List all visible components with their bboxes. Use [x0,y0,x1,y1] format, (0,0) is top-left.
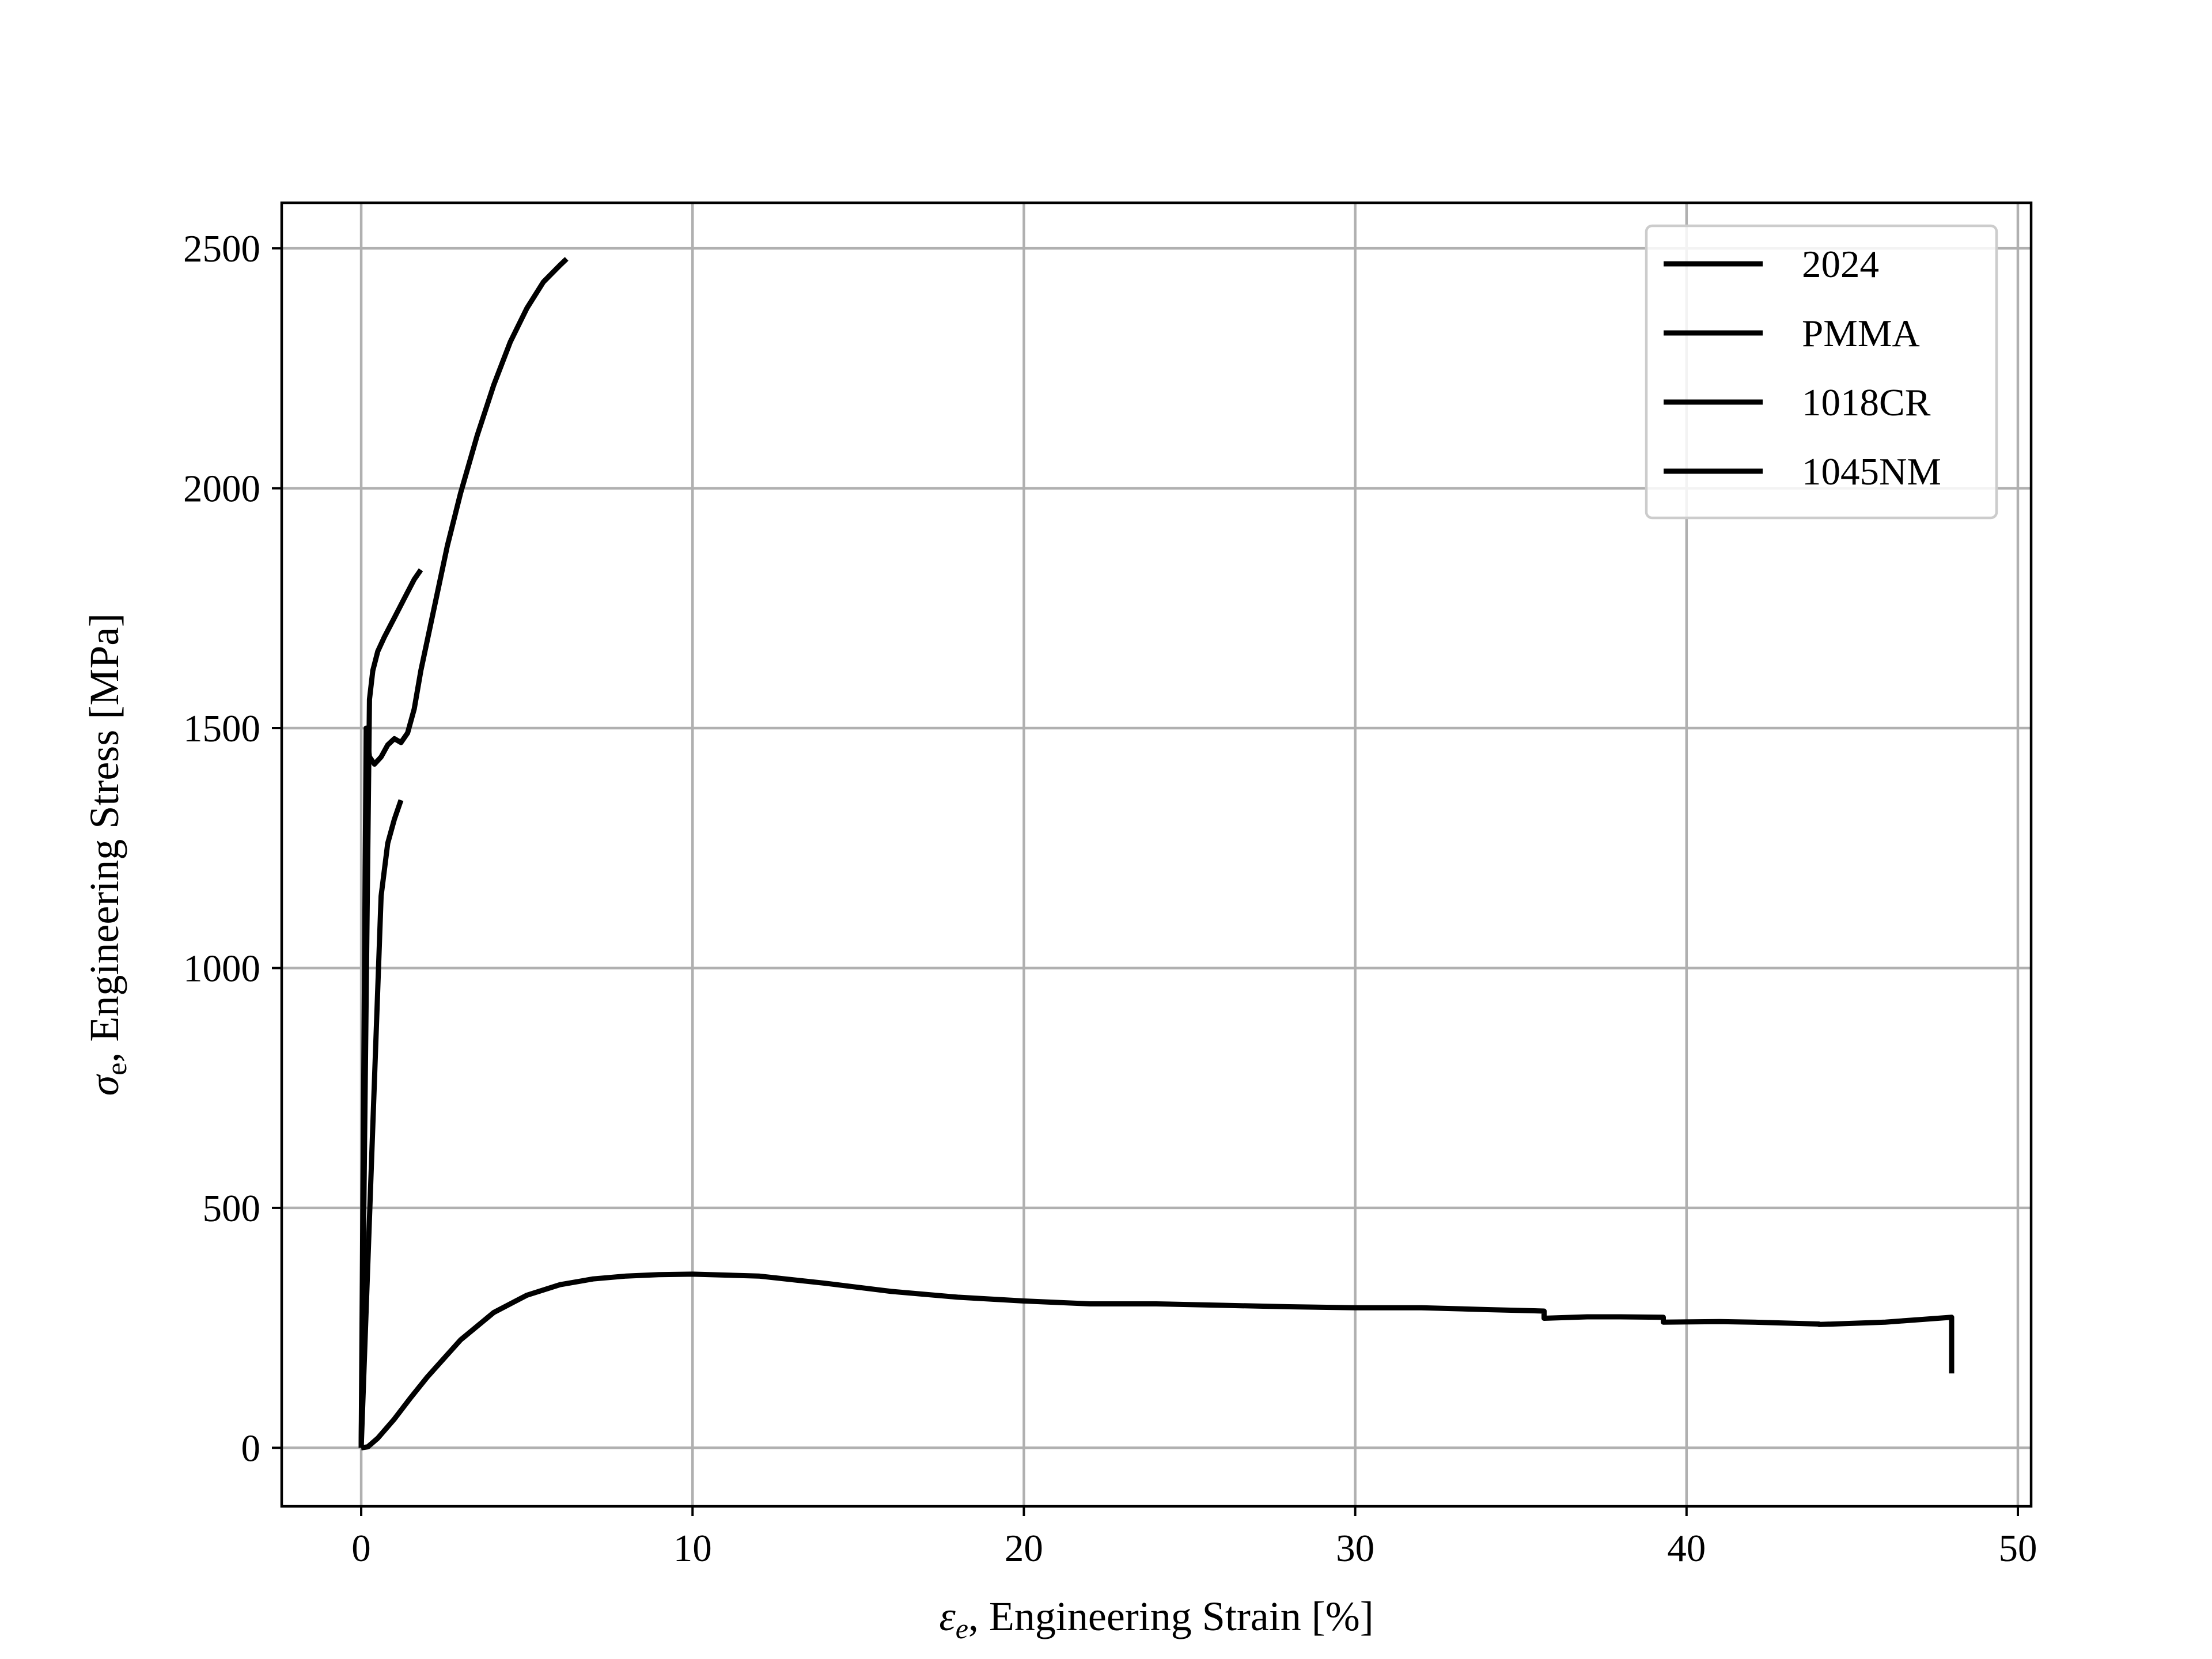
y-tick-label: 2500 [183,228,260,270]
data-series [358,257,1955,1450]
y-axis-subscript: e [100,1063,132,1075]
legend-label-pmma: PMMA [1802,312,1920,355]
legend: 2024 PMMA 1018CR 1045NM [1645,224,1998,520]
y-axis-label: σe, Engineering Stress [MPa] [81,613,132,1096]
x-tick-label: 10 [673,1527,712,1570]
series-line-1045nm [358,257,569,1448]
y-tick-label: 1000 [183,947,260,990]
series-line-2024 [361,1271,1955,1450]
legend-box [1645,224,1998,520]
y-axis-text: , Engineering Stress [MPa] [81,613,127,1063]
x-tick-label: 50 [1998,1527,2037,1570]
y-tick-label: 1500 [183,707,260,750]
series-line-1018cr [358,568,423,1448]
y-tick-label: 2000 [183,468,260,510]
x-tick-label: 20 [1005,1527,1043,1570]
x-tick-label: 40 [1667,1527,1706,1570]
x-axis-text: , Engineering Strain [%] [968,1593,1374,1639]
y-tick-label: 0 [241,1427,261,1469]
x-axis-subscript: e [956,1612,968,1645]
legend-label-2024: 2024 [1802,243,1879,286]
legend-label-1045nm: 1045NM [1802,450,1941,493]
y-axis-symbol: σ [81,1074,127,1096]
legend-label-1018cr: 1018CR [1802,381,1931,424]
x-axis-symbol: ε [939,1593,956,1639]
x-tick-label: 30 [1336,1527,1374,1570]
series-line-pmma [358,799,404,1448]
x-axis-label: εe, Engineering Strain [%] [939,1593,1373,1645]
y-tick-label: 500 [203,1187,261,1230]
plot-area-frame [280,201,2033,1508]
x-tick-label: 0 [351,1527,371,1570]
